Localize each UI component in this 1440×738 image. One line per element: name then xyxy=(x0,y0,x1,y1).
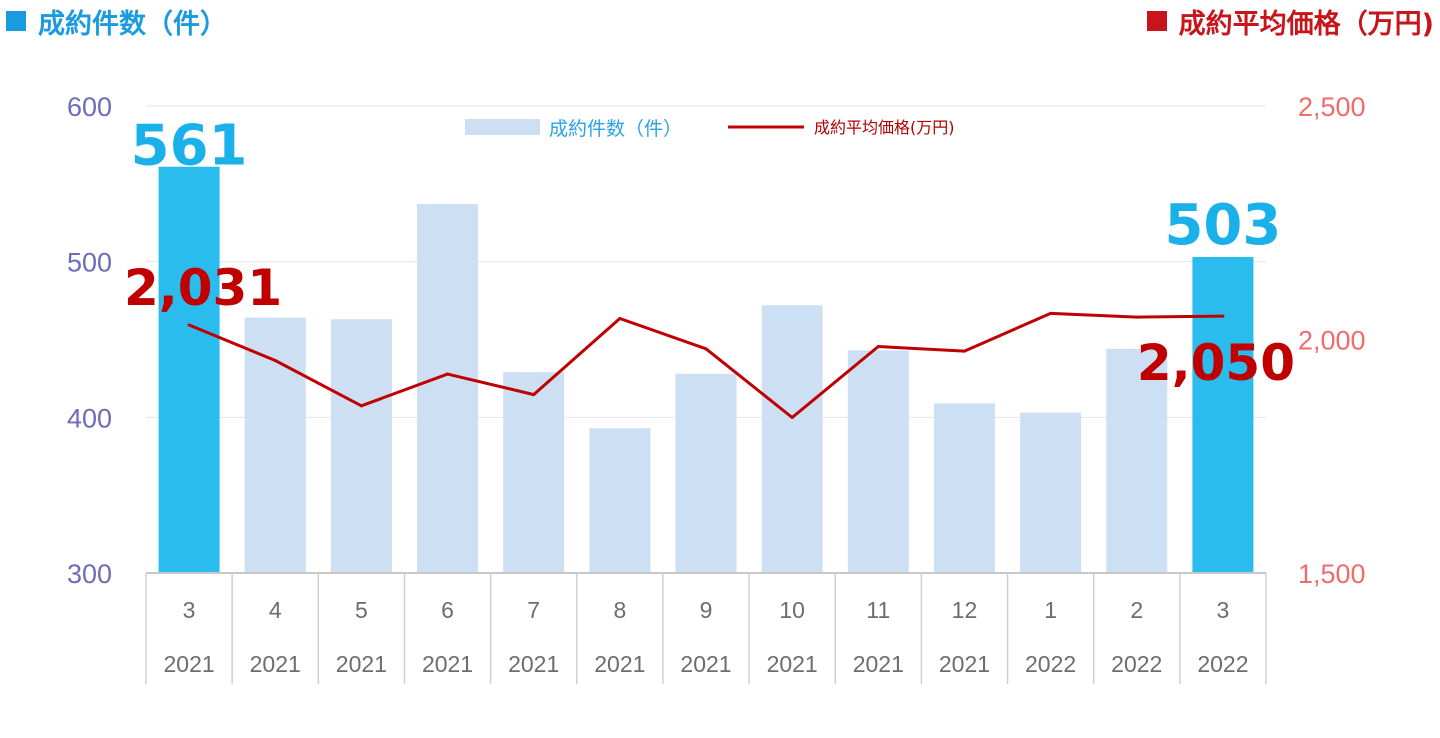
line-series xyxy=(187,311,1225,419)
bar-8 xyxy=(847,350,909,573)
legend: 成約件数（件） 成約平均価格(万円) xyxy=(465,118,955,140)
x-tick-month-8: 11 xyxy=(866,597,890,623)
x-tick-year-4: 2021 xyxy=(508,651,559,677)
price-point-4 xyxy=(532,393,536,397)
right-tick-2: 2,500 xyxy=(1298,92,1366,122)
price-point-11 xyxy=(1135,315,1139,319)
bar-3 xyxy=(417,204,479,573)
x-tick-year-7: 2021 xyxy=(767,651,818,677)
x-tick-year-10: 2022 xyxy=(1025,651,1076,677)
bar-7 xyxy=(761,305,823,573)
price-point-0 xyxy=(187,323,191,327)
price-point-3 xyxy=(446,372,450,376)
bar-4 xyxy=(503,372,565,573)
callout-price-first: 2,031 xyxy=(124,259,282,317)
left-tick-3: 600 xyxy=(67,92,112,122)
price-point-6 xyxy=(704,347,708,351)
gridlines xyxy=(146,105,1266,418)
x-tick-year-3: 2021 xyxy=(422,651,473,677)
bar-10 xyxy=(1020,412,1082,573)
x-tick-month-0: 3 xyxy=(183,597,196,623)
x-tick-month-9: 12 xyxy=(952,597,978,623)
left-axis-title-text: 成約件数（件） xyxy=(38,9,227,40)
x-tick-month-7: 10 xyxy=(779,597,805,623)
legend-label-count: 成約件数（件） xyxy=(549,118,682,140)
bar-12 xyxy=(1192,256,1254,573)
right-tick-0: 1,500 xyxy=(1298,559,1366,589)
bar-0 xyxy=(158,166,220,573)
callout-count-last: 503 xyxy=(1164,193,1281,258)
left-tick-2: 500 xyxy=(67,248,112,278)
x-tick-year-9: 2021 xyxy=(939,651,990,677)
bar-9 xyxy=(933,403,995,573)
bar-1 xyxy=(244,317,306,573)
price-point-1 xyxy=(273,359,277,363)
left-tick-0: 300 xyxy=(67,559,112,589)
callout-price-last: 2,050 xyxy=(1137,334,1295,392)
x-tick-month-3: 6 xyxy=(441,597,454,623)
bar-2 xyxy=(330,319,392,573)
price-point-10 xyxy=(1049,311,1053,315)
price-point-12 xyxy=(1221,314,1225,318)
price-point-8 xyxy=(876,345,880,349)
x-tick-year-11: 2022 xyxy=(1111,651,1162,677)
callouts: 561 503 2,031 2,050 xyxy=(124,114,1295,392)
bar-11 xyxy=(1106,348,1168,573)
right-tick-1: 2,000 xyxy=(1298,326,1366,356)
x-tick-year-0: 2021 xyxy=(163,651,214,677)
x-tick-year-6: 2021 xyxy=(680,651,731,677)
x-tick-year-8: 2021 xyxy=(853,651,904,677)
right-axis-title: 成約平均価格（万円) xyxy=(1146,2,1434,41)
x-tick-month-10: 1 xyxy=(1044,597,1057,623)
x-tick-month-4: 7 xyxy=(527,597,540,623)
bar-series xyxy=(158,166,1254,573)
price-point-2 xyxy=(359,404,363,408)
left-axis: 300 400 500 600 xyxy=(67,92,112,589)
left-tick-1: 400 xyxy=(67,403,112,433)
category-table: 3 2021 4 2021 5 2021 6 2021 7 2021 8 2021 9 2021 10 202… xyxy=(145,572,1267,684)
price-point-7 xyxy=(790,415,794,419)
price-point-9 xyxy=(962,349,966,353)
x-tick-year-1: 2021 xyxy=(250,651,301,677)
price-point-5 xyxy=(618,316,622,320)
x-tick-month-11: 2 xyxy=(1130,597,1143,623)
right-axis: 1,500 2,000 2,500 xyxy=(1298,92,1366,589)
bar-6 xyxy=(675,373,737,573)
x-tick-year-12: 2022 xyxy=(1197,651,1248,677)
right-axis-title-text: 成約平均価格（万円) xyxy=(1178,9,1434,40)
legend-swatch-count xyxy=(465,119,540,135)
x-tick-month-6: 9 xyxy=(700,597,713,623)
x-tick-month-5: 8 xyxy=(613,597,626,623)
x-tick-month-1: 4 xyxy=(269,597,282,623)
bar-5 xyxy=(589,428,651,573)
x-tick-year-5: 2021 xyxy=(594,651,645,677)
x-tick-year-2: 2021 xyxy=(336,651,387,677)
blue-square-icon xyxy=(6,11,26,31)
legend-label-price: 成約平均価格(万円) xyxy=(814,118,955,137)
callout-count-first: 561 xyxy=(131,114,248,179)
x-tick-month-2: 5 xyxy=(355,597,368,623)
red-square-icon xyxy=(1146,11,1167,31)
left-axis-title: 成約件数（件） xyxy=(6,2,227,41)
x-tick-month-12: 3 xyxy=(1217,597,1230,623)
